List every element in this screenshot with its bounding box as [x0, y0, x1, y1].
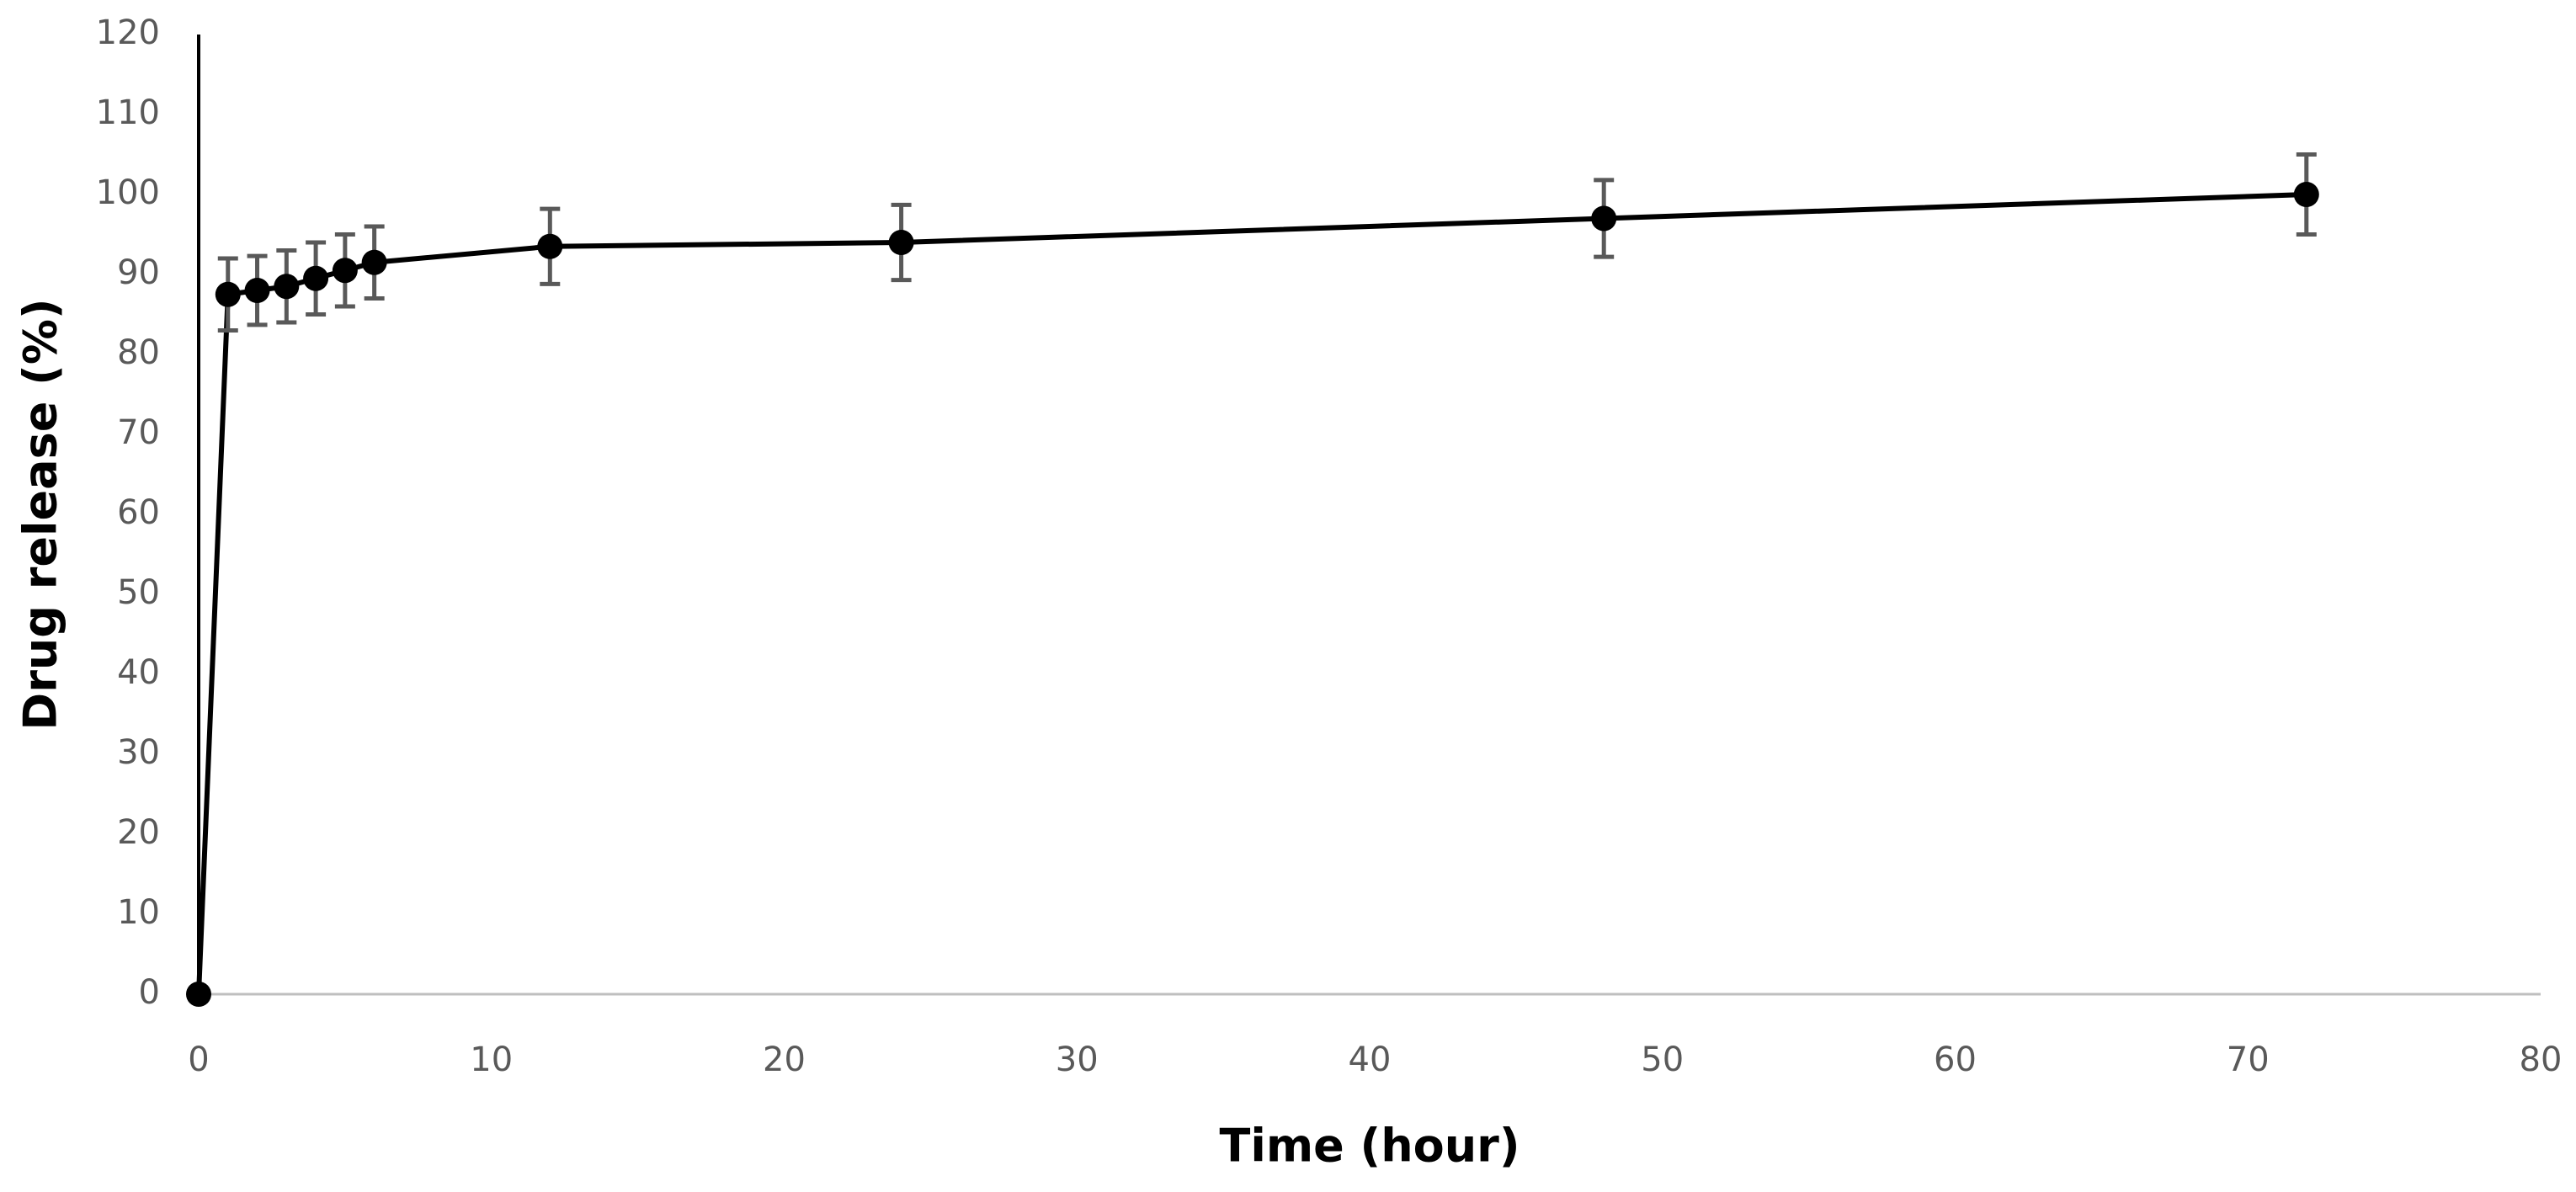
y-tick-label: 10	[117, 893, 160, 932]
data-point	[537, 233, 563, 259]
y-tick-label: 0	[139, 973, 160, 1012]
x-tick-label: 40	[1349, 1040, 1392, 1079]
data-point	[186, 982, 211, 1007]
x-tick-label: 70	[2227, 1040, 2270, 1079]
data-point	[215, 281, 241, 307]
data-point	[274, 274, 300, 300]
x-tick-label: 20	[763, 1040, 806, 1079]
x-tick-label: 10	[470, 1040, 513, 1079]
y-tick-label: 20	[117, 813, 160, 852]
y-tick-label: 80	[117, 333, 160, 372]
data-point	[888, 230, 914, 255]
x-tick-label: 80	[2520, 1040, 2563, 1079]
data-point	[2293, 182, 2319, 207]
y-tick-label: 40	[117, 653, 160, 692]
data-point	[1591, 205, 1617, 231]
data-point	[332, 258, 358, 284]
y-tick-label: 120	[96, 13, 160, 52]
data-point	[244, 278, 270, 303]
y-tick-label: 50	[117, 573, 160, 612]
y-tick-label: 110	[96, 93, 160, 132]
y-tick-label: 100	[96, 173, 160, 212]
data-point	[361, 249, 387, 275]
x-tick-label: 30	[1056, 1040, 1099, 1079]
y-tick-label: 70	[117, 413, 160, 452]
y-tick-label: 30	[117, 733, 160, 772]
y-axis-title: Drug release (%)	[14, 298, 67, 730]
data-line	[196, 192, 2307, 995]
data-point	[303, 265, 329, 291]
x-tick-label: 50	[1641, 1040, 1684, 1079]
y-tick-label: 90	[117, 253, 160, 292]
x-axis-title: Time (hour)	[1219, 1120, 1520, 1173]
y-tick-label: 60	[117, 493, 160, 532]
x-tick-label: 60	[1934, 1040, 1977, 1079]
x-tick-label: 0	[188, 1040, 209, 1079]
